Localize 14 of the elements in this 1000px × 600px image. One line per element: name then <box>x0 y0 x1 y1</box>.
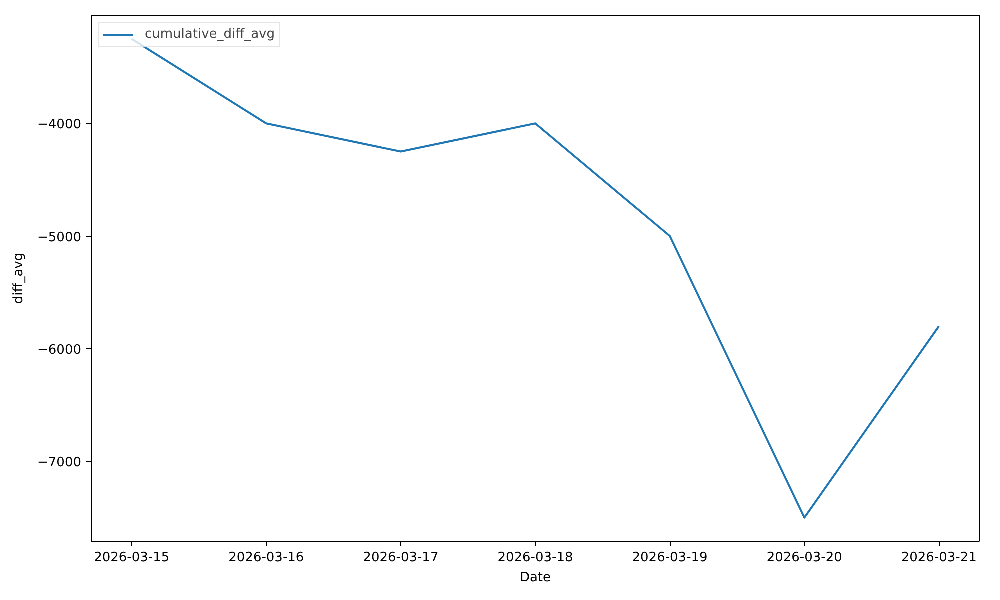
x-tick-label: 2026-03-15 <box>94 550 170 566</box>
y-tick-label: −5000 <box>38 230 82 246</box>
x-tick-label: 2026-03-17 <box>363 550 439 566</box>
y-tick-label: −6000 <box>38 342 82 358</box>
x-tick-label: 2026-03-20 <box>766 550 842 566</box>
x-tick-label: 2026-03-19 <box>632 550 708 566</box>
x-tick-label: 2026-03-16 <box>228 550 304 566</box>
y-axis-title: diff_avg <box>12 252 27 304</box>
x-tick-label: 2026-03-21 <box>901 550 977 566</box>
legend-label: cumulative_diff_avg <box>145 27 275 42</box>
x-tick-label: 2026-03-18 <box>498 550 574 566</box>
x-axis-title: Date <box>520 570 552 586</box>
y-tick-label: −4000 <box>38 118 82 133</box>
y-tick-label: −7000 <box>38 456 82 471</box>
